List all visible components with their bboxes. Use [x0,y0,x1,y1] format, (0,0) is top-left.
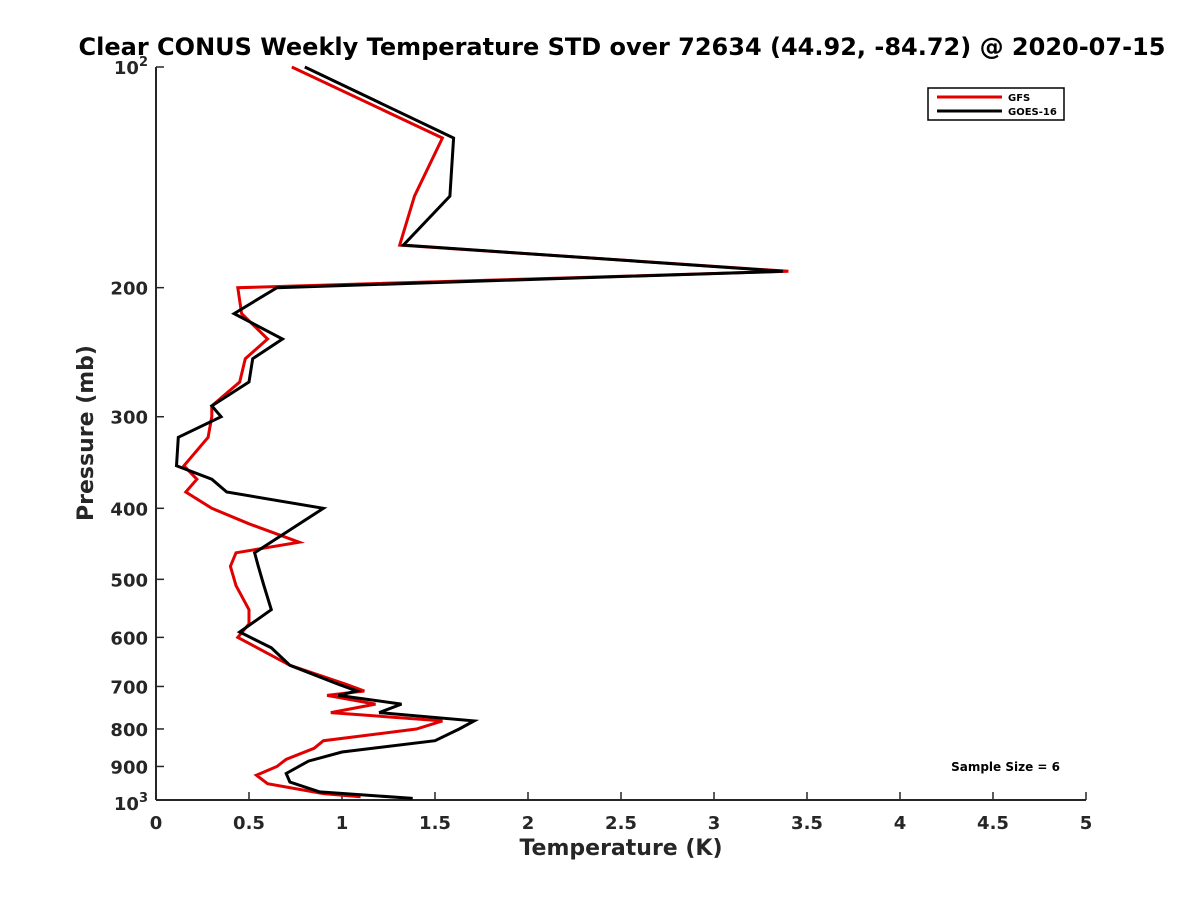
x-ticks: 0 0.5 1 1.5 2 2.5 3 3.5 4 4.5 5 [150,792,1093,834]
y-tick-label-bottom: 103 [114,791,148,815]
x-axis-label: Temperature (K) [519,836,722,861]
x-tick-label: 0 [150,813,163,834]
y-bottom-exponent: 3 [139,791,148,806]
y-tick-label: 500 [110,570,148,591]
y-axis-label: Pressure (mb) [74,345,99,521]
y-tick-label: 700 [110,677,148,698]
legend-label-gfs: GFS [1008,93,1030,104]
sample-size-annotation: Sample Size = 6 [951,760,1060,774]
y-top-exponent: 2 [139,55,148,70]
series-group [174,65,789,800]
legend-label-goes16: GOES-16 [1008,107,1057,118]
legend-box [927,87,1065,121]
y-tick-label: 800 [110,720,148,741]
y-tick-label-top: 102 [114,55,148,79]
chart-title: Clear CONUS Weekly Temperature STD over … [79,33,1166,61]
x-tick-label: 1.5 [419,813,451,834]
x-tick-label: 4.5 [977,813,1009,834]
x-tick-label: 3.5 [791,813,823,834]
axes [155,67,1086,801]
x-tick-label: 3 [708,813,721,834]
y-tick-label: 200 [110,279,148,300]
y-tick-label: 900 [110,757,148,778]
series-line-goes16 [174,65,783,800]
y-top-base: 10 [114,58,139,79]
y-bottom-base: 10 [114,794,139,815]
y-tick-label: 600 [110,628,148,649]
y-tick-label: 400 [110,499,148,520]
legend: GFS GOES-16 [927,87,1065,121]
y-tick-label: 300 [110,408,148,429]
x-tick-label: 2 [522,813,535,834]
x-tick-label: 5 [1080,813,1093,834]
y-ticks: 200 300 400 500 600 700 800 900 [110,66,164,801]
x-tick-label: 2.5 [605,813,637,834]
x-tick-label: 1 [336,813,349,834]
x-tick-label: 0.5 [233,813,265,834]
series-line-gfs [181,65,789,799]
x-tick-label: 4 [894,813,907,834]
